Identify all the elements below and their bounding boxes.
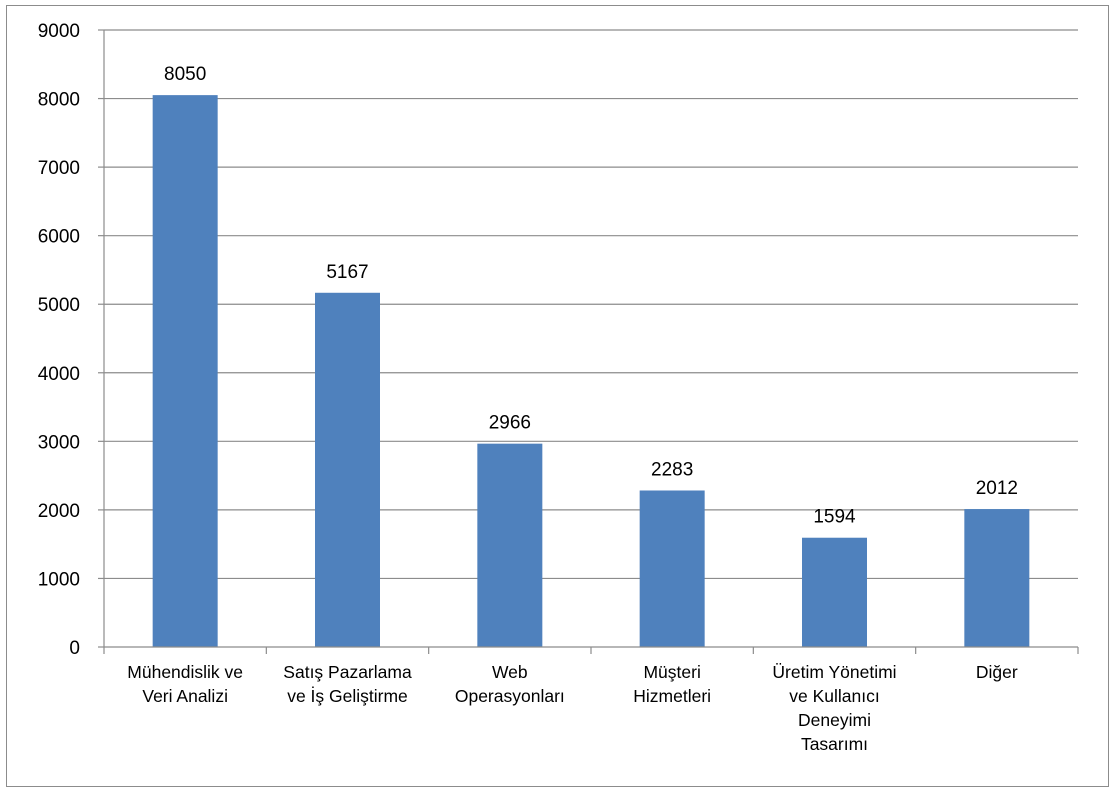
x-category-label: Üretim Yönetimi bbox=[772, 662, 896, 682]
y-tick-label: 5000 bbox=[38, 295, 80, 316]
x-category-label: Mühendislik ve bbox=[127, 662, 243, 682]
y-tick-label: 4000 bbox=[38, 364, 80, 385]
y-tick-label: 7000 bbox=[38, 158, 80, 179]
x-category-label: Web bbox=[492, 662, 528, 682]
bar bbox=[802, 537, 867, 647]
x-category-label: Diğer bbox=[976, 662, 1018, 682]
y-tick-label: 6000 bbox=[38, 227, 80, 248]
bar bbox=[152, 95, 218, 647]
x-category-label: ve İş Geliştirme bbox=[287, 686, 408, 706]
x-category-label: Müşteri bbox=[643, 662, 700, 682]
y-tick-label: 0 bbox=[69, 638, 80, 659]
x-category-label: Veri Analizi bbox=[142, 686, 228, 706]
data-label: 2966 bbox=[489, 413, 531, 434]
x-category-label: ve Kullanıcı bbox=[789, 686, 879, 706]
x-category-label: Satış Pazarlama bbox=[283, 662, 412, 682]
y-axis-tick-labels: 0 1000 2000 3000 4000 5000 6000 7000 8000 9000 bbox=[38, 21, 80, 659]
bar bbox=[639, 490, 705, 647]
x-category-label: Tasarımı bbox=[801, 734, 868, 754]
data-label: 8050 bbox=[164, 64, 206, 85]
data-labels: 8050 5167 2966 2283 1594 2012 bbox=[164, 64, 1018, 528]
data-label: 2283 bbox=[651, 459, 693, 480]
x-category-label: Operasyonları bbox=[455, 686, 565, 706]
x-axis-category-labels: Mühendislik ve Veri Analizi Satış Pazarlam… bbox=[127, 662, 1018, 754]
y-tick-label: 2000 bbox=[38, 501, 80, 522]
x-category-label: Hizmetleri bbox=[633, 686, 711, 706]
x-category-label: Deneyimi bbox=[798, 710, 871, 730]
data-label: 2012 bbox=[976, 478, 1018, 499]
bar bbox=[477, 443, 543, 647]
bar bbox=[315, 292, 380, 647]
y-tick-label: 8000 bbox=[38, 90, 80, 111]
bar bbox=[964, 509, 1030, 647]
bars bbox=[152, 95, 1030, 647]
y-tick-label: 3000 bbox=[38, 432, 80, 453]
gridlines bbox=[104, 29, 1078, 580]
data-label: 1594 bbox=[813, 507, 856, 528]
data-label: 5167 bbox=[326, 262, 368, 283]
y-tick-label: 9000 bbox=[38, 21, 80, 42]
y-tick-label: 1000 bbox=[38, 569, 80, 590]
axes bbox=[98, 29, 1079, 654]
